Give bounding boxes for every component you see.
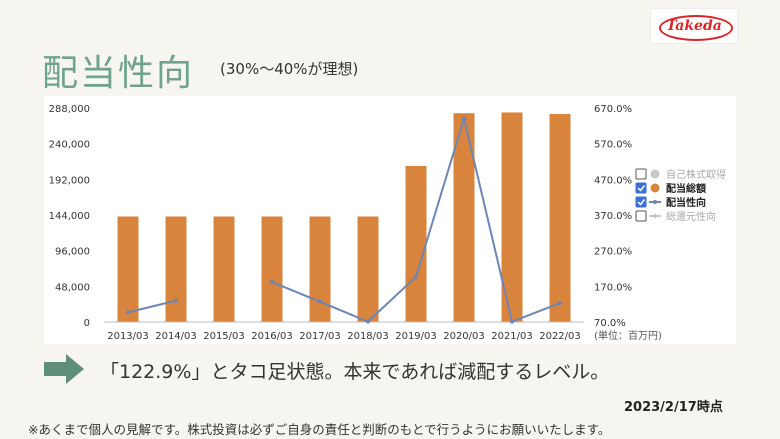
check-icon [637,185,646,192]
x-tick-label: 2013/03 [107,331,149,342]
payout-ratio-line [271,114,561,323]
logo-ring [659,15,733,41]
right-axis-tick-label: 670.0% [594,104,632,115]
x-tick-label: 2022/03 [539,331,581,342]
right-axis-tick-label: 270.0% [594,247,632,258]
bar [213,216,235,322]
as-of-date: 2023/2/17時点 [624,400,723,415]
bar [117,216,139,322]
disclaimer-note: ※あくまで個人の見解です。株式投資は必ずご自身の責任と判断のもとで行うようにお願… [28,422,611,437]
bar [165,216,187,322]
chart-panel: 288,000 240,000 192,000 144,000 96,000 48,000… [44,96,736,344]
legend-checkbox [635,196,647,208]
x-tick-label: 2021/03 [491,331,533,342]
page-title: 配当性向 [42,53,195,94]
legend-label: 自己株式取得 [666,168,726,181]
left-axis-tick-label: 96,000 [55,247,90,258]
x-tick-label: 2018/03 [347,331,389,342]
bar [549,113,571,322]
legend-label: 総還元性向 [666,210,716,223]
bar [453,113,475,322]
legend-marker [650,169,660,179]
left-axis-tick-label: 0 [84,318,90,329]
legend-checkbox [635,210,647,222]
legend-marker-dot [653,200,657,204]
check-icon [637,199,646,206]
bar [405,165,427,322]
x-tick-label: 2020/03 [443,331,485,342]
right-axis-tick-label: 570.0% [594,140,632,151]
bar [501,112,523,322]
bar [357,216,379,322]
right-axis-tick-label: 370.0% [594,211,632,222]
payout-ratio-line [127,299,177,314]
legend-checkbox [635,168,647,180]
takeda-logo: Takeda [650,8,738,44]
left-axis-tick-label: 192,000 [49,175,90,186]
x-tick-label: 2015/03 [203,331,245,342]
legend-label: 配当総額 [666,182,706,195]
right-axis-tick-label: 170.0% [594,282,632,293]
x-tick-label: 2014/03 [155,331,197,342]
legend-checkbox [635,182,647,194]
comment-text: 「122.9%」とタコ足状態。本来であれば減配するレベル。 [100,361,610,383]
page-subtitle: (30%〜40%が理想) [220,60,359,78]
left-axis-tick-label: 240,000 [49,140,90,151]
legend-marker [650,183,660,193]
dividend-chart: 288,000 240,000 192,000 144,000 96,000 48,000… [49,104,726,342]
arrow-right-icon [44,354,84,384]
x-tick-label: 2019/03 [395,331,437,342]
bar [261,216,283,322]
logo-text: Takeda [666,18,722,34]
legend-label: 配当性向 [666,196,706,209]
unit-label: (単位：百万円) [594,329,662,342]
bar [309,216,331,322]
left-axis-tick-label: 144,000 [49,211,90,222]
left-axis-tick-label: 288,000 [49,104,90,115]
right-axis-tick-label: 470.0% [594,175,632,186]
left-axis-tick-label: 48,000 [55,282,90,293]
x-tick-label: 2017/03 [299,331,341,342]
legend-marker-dot [653,214,657,218]
right-axis-tick-label: 70.0% [594,318,626,329]
x-tick-label: 2016/03 [251,331,293,342]
